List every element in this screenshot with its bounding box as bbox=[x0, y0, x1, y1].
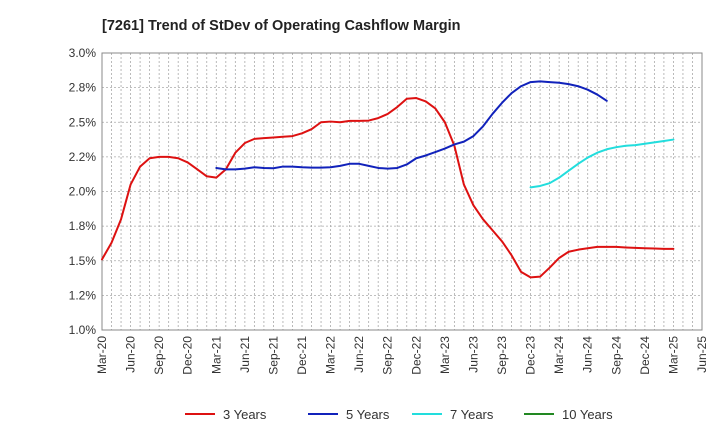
x-tick-label: Sep-21 bbox=[266, 336, 280, 375]
y-tick-label: 2.0% bbox=[69, 185, 97, 199]
x-tick-label: Jun-25 bbox=[695, 336, 709, 373]
series-line-3-years bbox=[101, 97, 675, 279]
x-tick-label: Dec-23 bbox=[524, 336, 538, 375]
x-tick-label: Mar-25 bbox=[666, 336, 680, 374]
y-tick-label: 2.8% bbox=[69, 81, 97, 95]
legend-label-7-years: 7 Years bbox=[450, 407, 494, 422]
x-tick-label: Sep-20 bbox=[152, 336, 166, 375]
x-tick-label: Dec-21 bbox=[295, 336, 309, 375]
y-tick-label: 1.2% bbox=[69, 288, 97, 302]
plot-area: 1.0% 1.2% 1.5% 1.8% 2.0% 2.2% 2.5% 2.8% 3.0% Mar-… bbox=[69, 46, 709, 375]
x-tick-label: Mar-24 bbox=[552, 336, 566, 374]
series-line-5-years bbox=[215, 80, 608, 171]
legend-label-5-years: 5 Years bbox=[346, 407, 390, 422]
y-tick-label: 1.8% bbox=[69, 219, 97, 233]
x-tick-label: Jun-20 bbox=[124, 336, 138, 373]
y-tick-label: 2.2% bbox=[69, 150, 97, 164]
plot-frame bbox=[101, 52, 703, 331]
x-tick-label: Jun-21 bbox=[238, 336, 252, 373]
y-tick-label: 3.0% bbox=[69, 46, 97, 60]
x-tick-label: Dec-24 bbox=[638, 336, 652, 375]
y-tick-label: 1.5% bbox=[69, 254, 97, 268]
legend-label-10-years: 10 Years bbox=[562, 407, 613, 422]
x-tick-label: Mar-22 bbox=[324, 336, 338, 374]
chart-title: [7261] Trend of StDev of Operating Cashf… bbox=[102, 18, 461, 34]
x-tick-label: Sep-24 bbox=[609, 336, 623, 375]
x-tick-label: Mar-23 bbox=[438, 336, 452, 374]
x-tick-label: Dec-20 bbox=[181, 336, 195, 375]
legend: 3 Years 5 Years 7 Years 10 Years bbox=[185, 407, 613, 422]
x-tick-label: Sep-23 bbox=[495, 336, 509, 375]
x-tick-label: Jun-22 bbox=[352, 336, 366, 373]
y-tick-label: 1.0% bbox=[69, 323, 97, 337]
y-tick-label: 2.5% bbox=[69, 115, 97, 129]
x-tick-label: Jun-23 bbox=[466, 336, 480, 373]
x-tick-label: Jun-24 bbox=[581, 336, 595, 373]
x-tick-label: Mar-21 bbox=[209, 336, 223, 374]
x-tick-label: Mar-20 bbox=[95, 336, 109, 374]
x-tick-label: Sep-22 bbox=[381, 336, 395, 375]
legend-label-3-years: 3 Years bbox=[223, 407, 267, 422]
series-line-7-years bbox=[529, 138, 675, 189]
x-tick-label: Dec-22 bbox=[409, 336, 423, 375]
